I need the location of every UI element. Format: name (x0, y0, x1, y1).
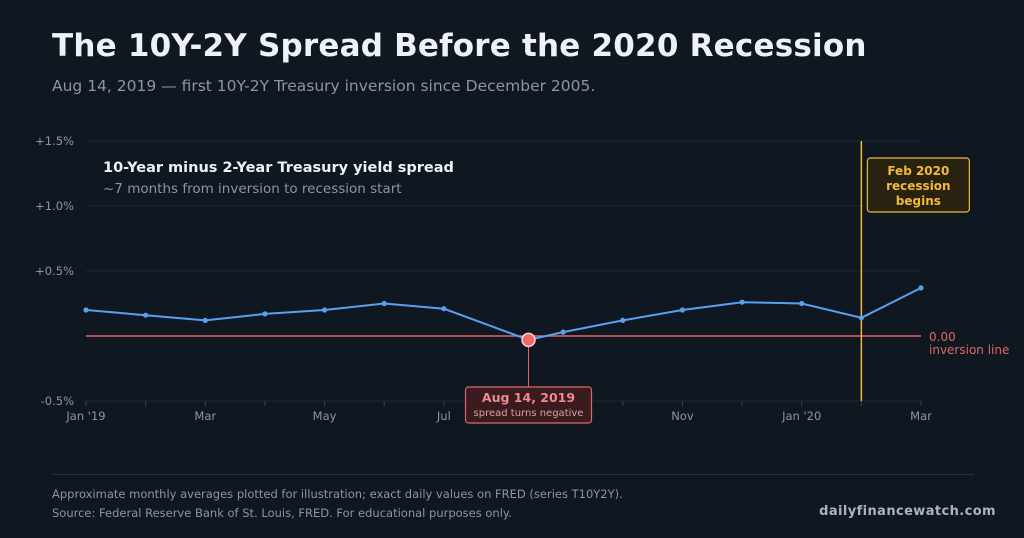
spread-chart: -0.5%+0.5%+1.0%+1.5%Jan '19MarMayJulSepN… (35, 134, 1009, 424)
inversion-line-value: 0.00 (929, 330, 956, 344)
x-tick-label: Mar (194, 409, 216, 423)
page-title: The 10Y-2Y Spread Before the 2020 Recess… (52, 28, 867, 64)
y-tick-label: +0.5% (35, 264, 74, 278)
y-tick-label: +1.5% (35, 134, 74, 148)
chart-subtitle: ~7 months from inversion to recession st… (103, 181, 402, 197)
data-point (799, 300, 805, 307)
data-point (441, 306, 447, 312)
x-tick-label: Nov (671, 409, 694, 423)
data-point (381, 300, 387, 307)
footnote: Approximate monthly averages plotted for… (52, 487, 623, 501)
source-note: Source: Federal Reserve Bank of St. Loui… (52, 506, 512, 520)
data-point (620, 317, 626, 323)
data-point (739, 299, 745, 305)
data-point (83, 307, 89, 313)
inversion-callout-title: Aug 14, 2019 (482, 390, 575, 405)
footer-divider (52, 474, 974, 475)
inversion-line-label: inversion line (929, 343, 1009, 357)
data-point (918, 285, 924, 291)
data-point (560, 329, 566, 335)
brand-label: dailyfinancewatch.com (819, 504, 996, 519)
annotation-layer: Aug 14, 2019 spread turns negative Feb 202… (464, 157, 970, 424)
recession-callout-text: begins (896, 194, 941, 208)
data-point (858, 315, 864, 321)
chart-title: 10-Year minus 2-Year Treasury yield spre… (103, 160, 454, 176)
data-point (321, 307, 328, 313)
inversion-point (521, 332, 536, 348)
inversion-callout-box (464, 386, 593, 424)
recession-callout-box (866, 157, 970, 213)
data-point (202, 317, 208, 323)
axis-layer: -0.5%+0.5%+1.0%+1.5%Jan '19MarMayJulSepN… (35, 134, 932, 423)
recession-callout-text: Feb 2020 (887, 164, 949, 178)
x-tick-label: Mar (910, 409, 932, 423)
data-point (262, 311, 268, 317)
data-point (679, 307, 686, 313)
data-point (143, 312, 149, 318)
y-tick-label: -0.5% (41, 394, 74, 408)
grid-layer (86, 140, 921, 402)
page-subtitle: Aug 14, 2019 — first 10Y-2Y Treasury inv… (52, 77, 596, 95)
spread-line (85, 287, 922, 341)
x-tick-label: Jul (436, 409, 451, 423)
x-tick-label: Jan '20 (781, 409, 821, 423)
recession-callout-text: recession (886, 179, 951, 193)
series-layer (83, 285, 924, 341)
x-tick-label: May (313, 409, 337, 423)
x-tick-label: Jan '19 (65, 409, 105, 423)
y-tick-label: +1.0% (35, 199, 74, 213)
inversion-callout-text: spread turns negative (474, 408, 584, 419)
